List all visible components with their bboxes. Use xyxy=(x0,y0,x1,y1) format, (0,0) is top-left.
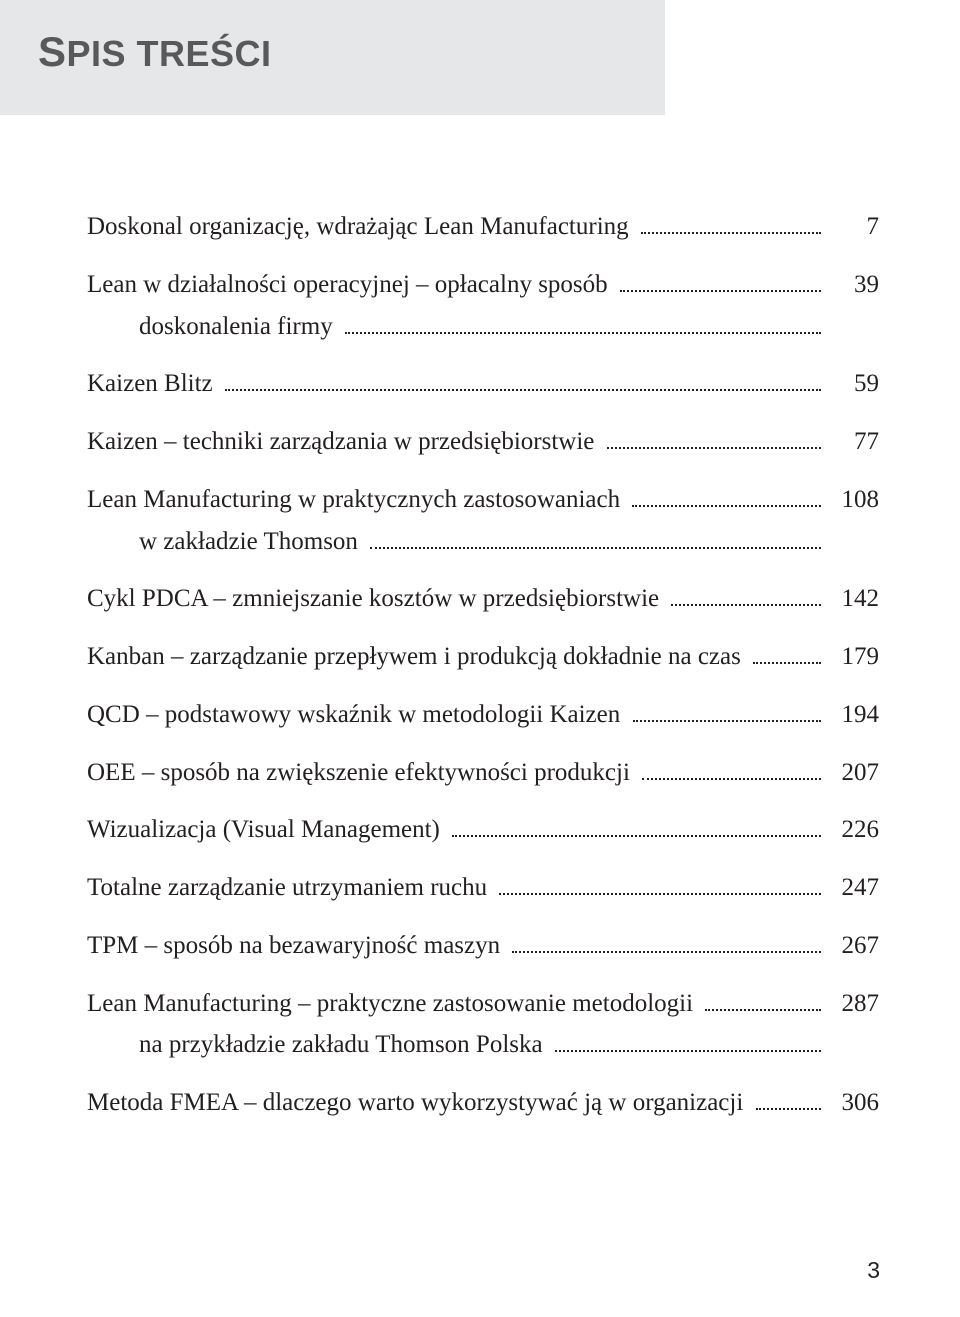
toc-entry: Kaizen Blitz 59 xyxy=(87,367,879,401)
toc-leader-dots xyxy=(705,1009,821,1011)
toc-label: Lean Manufacturing w praktycznych zastos… xyxy=(87,483,626,517)
toc-label: Kaizen Blitz xyxy=(87,367,219,401)
title-initial: S xyxy=(38,28,67,75)
toc-page-number: 267 xyxy=(827,929,879,963)
toc-leader-dots xyxy=(370,547,821,549)
toc-entry: Cykl PDCA – zmniejszanie kosztów w przed… xyxy=(87,582,879,616)
toc-leader-dots xyxy=(632,505,821,507)
toc-entry-continuation: w zakładzie Thomson xyxy=(87,525,879,559)
toc-leader-dots xyxy=(642,778,821,780)
toc-entry-continuation: doskonalenia firmy xyxy=(87,310,879,344)
toc-page-number: 108 xyxy=(827,483,879,517)
page-title: SPIS TREŚCI xyxy=(38,28,272,76)
toc-label: Lean w działalności operacyjnej – opłaca… xyxy=(87,268,614,302)
toc-entry: Wizualizacja (Visual Management) 226 xyxy=(87,813,879,847)
toc-leader-dots xyxy=(756,1108,821,1110)
toc-entry: Totalne zarządzanie utrzymaniem ruchu 24… xyxy=(87,871,879,905)
toc-entry: Metoda FMEA – dlaczego warto wykorzystyw… xyxy=(87,1086,879,1120)
toc-label: TPM – sposób na bezawaryjność maszyn xyxy=(87,929,506,963)
toc-leader-dots xyxy=(225,389,821,391)
toc-entry-continuation: na przykładzie zakładu Thomson Polska xyxy=(87,1028,879,1062)
toc-leader-dots xyxy=(499,893,821,895)
toc-page-number: 142 xyxy=(827,582,879,616)
toc-label: Kaizen – techniki zarządzania w przedsię… xyxy=(87,425,601,459)
toc-entry: QCD – podstawowy wskaźnik w metodologii … xyxy=(87,698,879,732)
toc-leader-dots xyxy=(633,720,821,722)
toc-entry: Kaizen – techniki zarządzania w przedsię… xyxy=(87,425,879,459)
table-of-contents: Doskonal organizację, wdrażając Lean Man… xyxy=(87,210,879,1144)
toc-label: doskonalenia firmy xyxy=(87,310,339,344)
toc-label: Metoda FMEA – dlaczego warto wykorzystyw… xyxy=(87,1086,750,1120)
toc-leader-dots xyxy=(607,447,821,449)
toc-entry: TPM – sposób na bezawaryjność maszyn 267 xyxy=(87,929,879,963)
toc-entry: Kanban – zarządzanie przepływem i produk… xyxy=(87,640,879,674)
toc-label: Totalne zarządzanie utrzymaniem ruchu xyxy=(87,871,493,905)
toc-page-number: 179 xyxy=(827,640,879,674)
toc-label: OEE – sposób na zwiększenie efektywności… xyxy=(87,756,636,790)
toc-leader-dots xyxy=(620,290,821,292)
toc-entry: OEE – sposób na zwiększenie efektywności… xyxy=(87,756,879,790)
toc-page-number: 287 xyxy=(827,987,879,1021)
toc-label: QCD – podstawowy wskaźnik w metodologii … xyxy=(87,698,627,732)
toc-entry: Lean Manufacturing w praktycznych zastos… xyxy=(87,483,879,517)
toc-page-number: 207 xyxy=(827,756,879,790)
toc-page-number: 77 xyxy=(827,425,879,459)
toc-entry: Lean w działalności operacyjnej – opłaca… xyxy=(87,268,879,302)
toc-page-number: 59 xyxy=(827,367,879,401)
toc-label: Wizualizacja (Visual Management) xyxy=(87,813,446,847)
toc-entry: Doskonal organizację, wdrażając Lean Man… xyxy=(87,210,879,244)
toc-leader-dots xyxy=(555,1050,821,1052)
toc-leader-dots xyxy=(345,332,821,334)
page-number: 3 xyxy=(867,1257,880,1284)
toc-label: w zakładzie Thomson xyxy=(87,525,364,559)
toc-page-number: 194 xyxy=(827,698,879,732)
toc-label: Kanban – zarządzanie przepływem i produk… xyxy=(87,640,747,674)
toc-page-number: 39 xyxy=(827,268,879,302)
toc-page-number: 7 xyxy=(827,210,879,244)
toc-leader-dots xyxy=(641,232,821,234)
toc-page-number: 306 xyxy=(827,1086,879,1120)
toc-leader-dots xyxy=(452,835,821,837)
toc-leader-dots xyxy=(512,951,821,953)
title-rest: PIS TREŚCI xyxy=(67,33,272,74)
toc-leader-dots xyxy=(671,604,821,606)
toc-leader-dots xyxy=(753,662,821,664)
toc-label: Doskonal organizację, wdrażając Lean Man… xyxy=(87,210,635,244)
toc-page-number: 226 xyxy=(827,813,879,847)
toc-label: Lean Manufacturing – praktyczne zastosow… xyxy=(87,987,699,1021)
toc-label: na przykładzie zakładu Thomson Polska xyxy=(87,1028,549,1062)
toc-page-number: 247 xyxy=(827,871,879,905)
toc-label: Cykl PDCA – zmniejszanie kosztów w przed… xyxy=(87,582,665,616)
toc-entry: Lean Manufacturing – praktyczne zastosow… xyxy=(87,987,879,1021)
